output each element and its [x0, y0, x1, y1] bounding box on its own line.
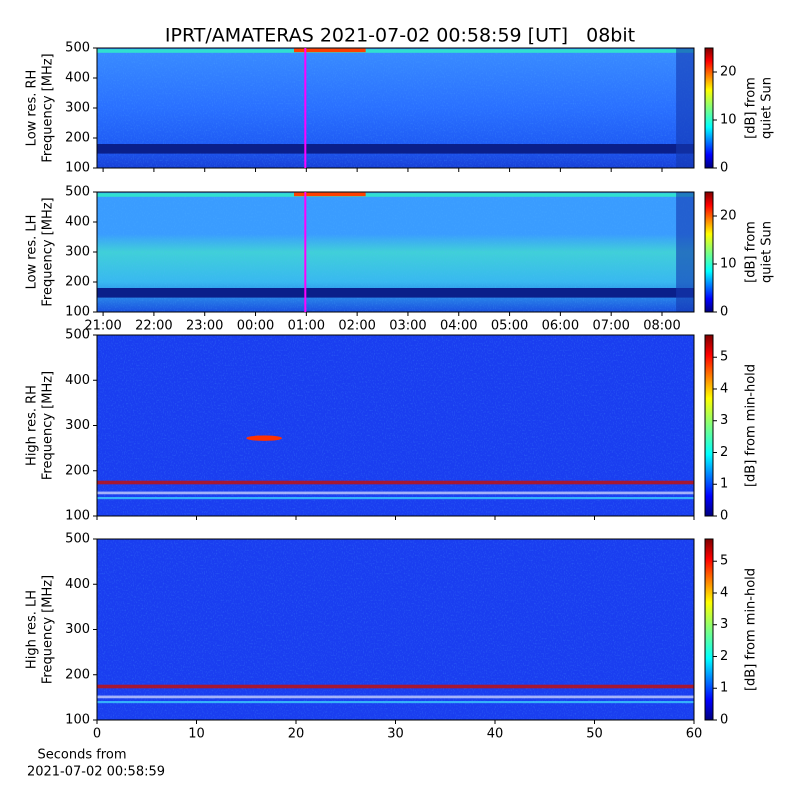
x-tick-label: 40: [487, 727, 504, 742]
spectrogram-band: [97, 49, 694, 53]
y-tick-label: 300: [65, 245, 90, 260]
title: IPRT/AMATERAS 2021-07-02 00:58:59 [UT] 0…: [165, 25, 635, 47]
x-tick-label: 08:00: [643, 319, 680, 334]
x-tick-label: 30: [387, 727, 404, 742]
x-tick-label: 23:00: [186, 319, 223, 334]
y-tick-label: 100: [65, 509, 90, 524]
colorbar-tick-label: 0: [720, 161, 728, 176]
spectrogram-burst: [246, 435, 283, 441]
colorbar-tick-label: 0: [720, 509, 728, 524]
spectrogram-band: [97, 144, 694, 154]
x-tick-label: 20: [288, 727, 305, 742]
colorbar-tick-label: 1: [720, 477, 728, 492]
y-tick-label: 500: [65, 532, 90, 547]
y-tick-label: 500: [65, 185, 90, 200]
x-tick-label: 03:00: [389, 319, 426, 334]
x-tick-label: 02:00: [338, 319, 375, 334]
spectrogram-band: [97, 193, 694, 197]
colorbar-tick-label: 3: [720, 617, 728, 632]
spectrogram-band: [97, 700, 694, 704]
spectrogram-band: [294, 192, 366, 197]
y-tick-label: 300: [65, 418, 90, 433]
y-tick-label: 200: [65, 131, 90, 146]
spectrogram-band: [97, 684, 694, 689]
colorbar-tick-label: 5: [720, 350, 728, 365]
colorbar-tick-label: 2: [720, 445, 728, 460]
spectrogram-band: [97, 491, 694, 495]
y-axis-label: High res. RH: [25, 385, 40, 466]
colorbar-tick-label: 0: [720, 713, 728, 728]
spectrogram-band: [676, 48, 694, 168]
y-tick-label: 500: [65, 41, 90, 56]
y-axis-label: Frequency [MHz]: [41, 53, 56, 162]
spectrogram-band: [97, 288, 694, 298]
x-axis-label: 2021-07-02 00:58:59: [27, 765, 165, 780]
y-tick-label: 400: [65, 71, 90, 86]
spectrogram-noise: [97, 335, 694, 516]
colorbar-tick-label: 10: [720, 113, 737, 128]
x-tick-label: 60: [686, 727, 703, 742]
x-tick-label: 04:00: [440, 319, 477, 334]
colorbar-label: [dB] from: [744, 77, 759, 139]
x-tick-label: 22:00: [135, 319, 172, 334]
x-tick-label: 50: [586, 727, 603, 742]
colorbar: [704, 47, 714, 169]
spectrogram-band: [97, 695, 694, 699]
x-tick-label: 0: [93, 727, 101, 742]
x-tick-label: 06:00: [542, 319, 579, 334]
y-tick-label: 400: [65, 373, 90, 388]
colorbar-tick-label: 3: [720, 413, 728, 428]
colorbar-label: quiet Sun: [760, 221, 775, 283]
x-tick-label: 10: [188, 727, 205, 742]
y-tick-label: 100: [65, 713, 90, 728]
y-tick-label: 100: [65, 305, 90, 320]
y-tick-label: 200: [65, 275, 90, 290]
y-tick-label: 500: [65, 328, 90, 343]
colorbar-tick-label: 2: [720, 649, 728, 664]
y-tick-label: 300: [65, 101, 90, 116]
spectrogram-band: [97, 496, 694, 500]
y-axis-label: Low res. LH: [25, 215, 40, 290]
y-axis-label: Low res. RH: [25, 70, 40, 147]
colorbar-tick-label: 4: [720, 381, 728, 396]
colorbar: [704, 538, 714, 721]
y-axis-label: Frequency [MHz]: [41, 371, 56, 480]
colorbar-label: [dB] from min-hold: [744, 568, 759, 691]
x-tick-label: 00:00: [237, 319, 274, 334]
y-tick-label: 400: [65, 215, 90, 230]
y-tick-label: 100: [65, 161, 90, 176]
x-tick-label: 05:00: [491, 319, 528, 334]
y-tick-label: 300: [65, 622, 90, 637]
y-axis-label: Frequency [MHz]: [41, 197, 56, 306]
x-tick-label: 01:00: [288, 319, 325, 334]
spectrogram-band: [676, 192, 694, 312]
colorbar-tick-label: 5: [720, 554, 728, 569]
colorbar-label: quiet Sun: [760, 77, 775, 139]
x-tick-label: 21:00: [84, 319, 121, 334]
x-axis-label: Seconds from: [37, 748, 126, 763]
y-tick-label: 200: [65, 667, 90, 682]
colorbar-tick-label: 10: [720, 257, 737, 272]
colorbar-tick-label: 0: [720, 305, 728, 320]
colorbar-tick-label: 4: [720, 585, 728, 600]
spectrogram-band: [97, 480, 694, 485]
spectrogram-band: [294, 48, 366, 53]
colorbar-label: [dB] from min-hold: [744, 364, 759, 487]
spectrogram-noise: [97, 539, 694, 720]
colorbar: [704, 334, 714, 517]
y-tick-label: 200: [65, 463, 90, 478]
colorbar: [704, 191, 714, 313]
y-axis-label: High res. LH: [25, 590, 40, 669]
colorbar-label: [dB] from: [744, 221, 759, 283]
colorbar-tick-label: 1: [720, 681, 728, 696]
colorbar-tick-label: 20: [720, 209, 737, 224]
colorbar-tick-label: 20: [720, 65, 737, 80]
x-tick-label: 07:00: [592, 319, 629, 334]
y-axis-label: Frequency [MHz]: [41, 575, 56, 684]
y-tick-label: 400: [65, 577, 90, 592]
